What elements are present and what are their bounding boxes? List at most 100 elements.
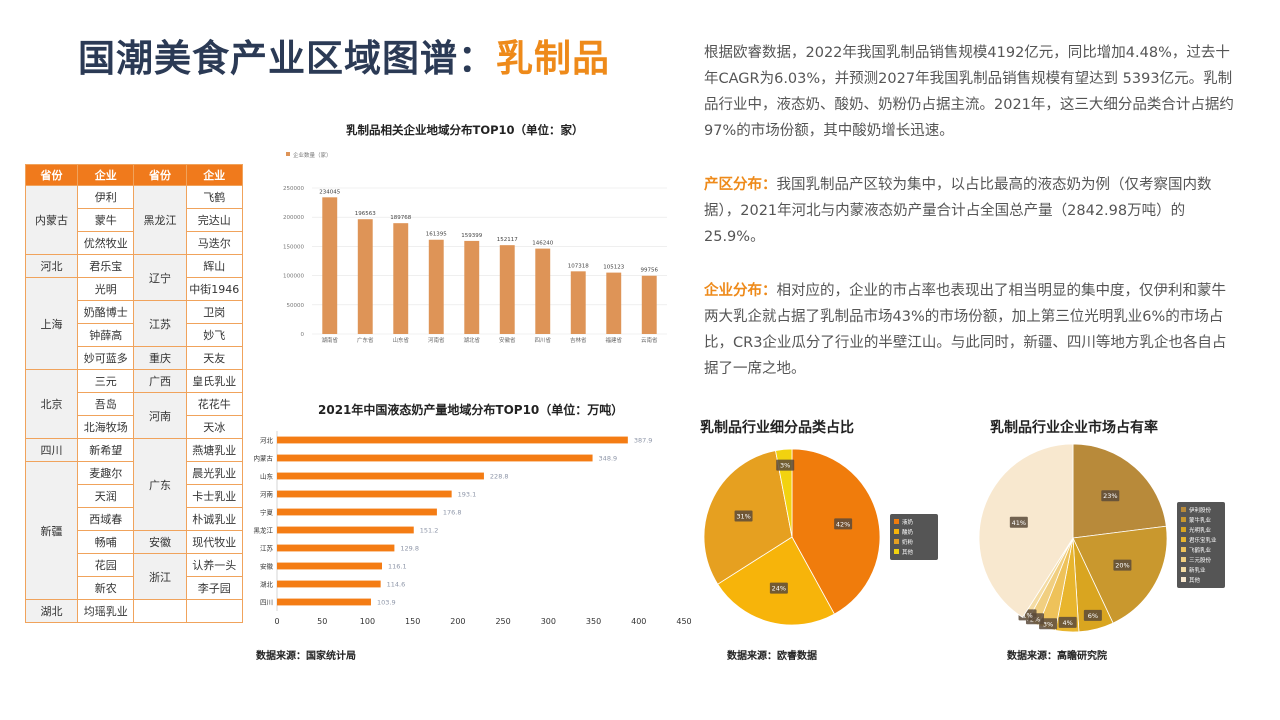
province-cell: 重庆: [133, 346, 187, 370]
legend-swatch: [1181, 537, 1186, 542]
province-cell: 辽宁: [133, 254, 187, 301]
province-cell: 四川: [24, 438, 79, 462]
source-note: 数据来源：欧睿数据: [727, 651, 817, 662]
x-tick-label: 250: [495, 617, 510, 626]
legend-swatch: [1181, 557, 1186, 562]
data-label: 105123: [603, 265, 624, 271]
company-cell: 奶酪博士: [77, 300, 135, 324]
legend-label: 企业数量（家）: [293, 151, 332, 159]
legend-swatch: [1181, 567, 1186, 572]
legend-swatch: [894, 519, 899, 524]
data-label-bg: [834, 518, 853, 530]
table-row: 蒙牛 完达山: [26, 208, 244, 232]
company-cell: 新农: [77, 576, 135, 600]
data-label: 99756: [641, 268, 659, 274]
legend-swatch: [894, 549, 899, 554]
data-label: 176.8: [443, 509, 462, 517]
province-cell: 安徽: [133, 530, 187, 554]
company-cell: 卫岗: [185, 300, 244, 324]
bar: [393, 223, 409, 334]
x-tick-label: 300: [541, 617, 556, 626]
data-label-bg: [1058, 616, 1077, 628]
y-tick-label: 150000: [283, 244, 304, 250]
company-cell: 钟薛高: [77, 323, 135, 347]
table-row: 优然牧业 马迭尔: [26, 231, 244, 255]
y-tick-label: 山东: [260, 472, 274, 481]
y-tick-label: 宁夏: [260, 508, 274, 517]
y-tick-label: 河北: [260, 437, 274, 445]
bar: [277, 472, 484, 480]
company-cell: 三元: [77, 369, 135, 393]
legend-label: 君乐宝乳业: [1189, 536, 1217, 544]
bar: [277, 526, 414, 534]
company-cell: 优然牧业: [77, 231, 135, 255]
company-cell: 西域春: [77, 507, 135, 531]
data-label: 107318: [568, 263, 589, 269]
legend-box: [1177, 502, 1225, 588]
table-row: 内蒙古 伊利 黑龙江 飞鹤: [24, 185, 244, 255]
data-label-bg: [1113, 559, 1132, 571]
company-cell: 花园: [77, 553, 135, 577]
category-pie-title: 乳制品行业细分品类占比: [700, 420, 854, 436]
legend-swatch: [894, 529, 899, 534]
bar: [277, 490, 452, 498]
province-cell: 浙江: [133, 553, 187, 600]
y-tick-label: 安徽: [260, 562, 274, 571]
market-share-pie-chart: 23%20%6%4%3%2%1%41%伊利股份蒙牛乳业光明乳业君乐宝乳业飞鹤乳业…: [978, 443, 1225, 633]
province-cell: 内蒙古: [24, 185, 79, 255]
x-tick-label: 150: [405, 617, 420, 626]
bar: [277, 580, 381, 588]
province-cell: 上海: [24, 277, 79, 370]
data-label: 114.6: [387, 581, 406, 589]
bar: [499, 245, 515, 334]
data-label: 228.8: [490, 473, 509, 481]
pie-slice: [1072, 443, 1167, 539]
company-cell: 认养一头: [185, 553, 244, 577]
province-cell: 广西: [133, 369, 187, 393]
bar: [322, 197, 338, 334]
pie-slice: [791, 448, 881, 615]
x-tick-label: 福建省: [605, 336, 622, 344]
company-cell: 卡士乳业: [185, 484, 244, 508]
legend-label: 伊利股份: [1189, 506, 1212, 514]
y-tick-label: 200000: [283, 215, 304, 221]
bar: [535, 248, 551, 334]
data-label: 234045: [319, 189, 340, 195]
x-tick-label: 广东省: [357, 336, 374, 344]
table-row: 钟薛高 妙飞: [26, 323, 244, 347]
company-cell: 辉山: [185, 254, 244, 278]
company-cell: 新希望: [77, 438, 135, 462]
province-cell: 黑龙江: [133, 185, 187, 255]
legend-swatch: [1181, 547, 1186, 552]
y-tick-label: 100000: [283, 274, 304, 280]
legend-label: 其他: [902, 548, 914, 556]
data-label: 161395: [426, 232, 447, 238]
table-row: 西域春 朴诚乳业: [26, 507, 244, 531]
x-tick-label: 0: [274, 617, 279, 626]
table-row: 奶酪博士 江苏 卫岗: [26, 300, 244, 347]
province-cell: 江苏: [133, 300, 187, 347]
data-label-bg: [769, 582, 788, 594]
bar: [277, 454, 593, 462]
data-label: 146240: [532, 241, 553, 247]
company-cell: 蒙牛: [77, 208, 135, 232]
data-label: 42%: [836, 520, 850, 528]
chart-title: 2021年中国液态奶产量地域分布TOP10（单位：万吨）: [318, 403, 624, 417]
legend-label: 酸奶: [902, 528, 914, 536]
page-title: 国潮美食产业区域图谱：乳制品: [78, 28, 610, 82]
company-cell: 中街1946: [185, 277, 244, 301]
legend-swatch: [1181, 517, 1186, 522]
table-row: 妙可蓝多 重庆 天友: [26, 346, 244, 370]
data-label-bg: [734, 510, 753, 522]
company-cell: 均瑶乳业: [77, 599, 135, 623]
y-tick-label: 内蒙古: [254, 454, 274, 463]
company-cell: 君乐宝: [77, 254, 135, 278]
pie-slice: [717, 536, 835, 626]
data-label-bg: [1083, 609, 1102, 621]
company-cell: 完达山: [185, 208, 244, 232]
legend-box: [890, 514, 938, 560]
bar: [277, 544, 395, 552]
x-tick-label: 安徽省: [499, 336, 516, 344]
data-label: 152117: [497, 237, 518, 243]
table-row: 北京 三元 广西 皇氏乳业: [24, 369, 244, 439]
